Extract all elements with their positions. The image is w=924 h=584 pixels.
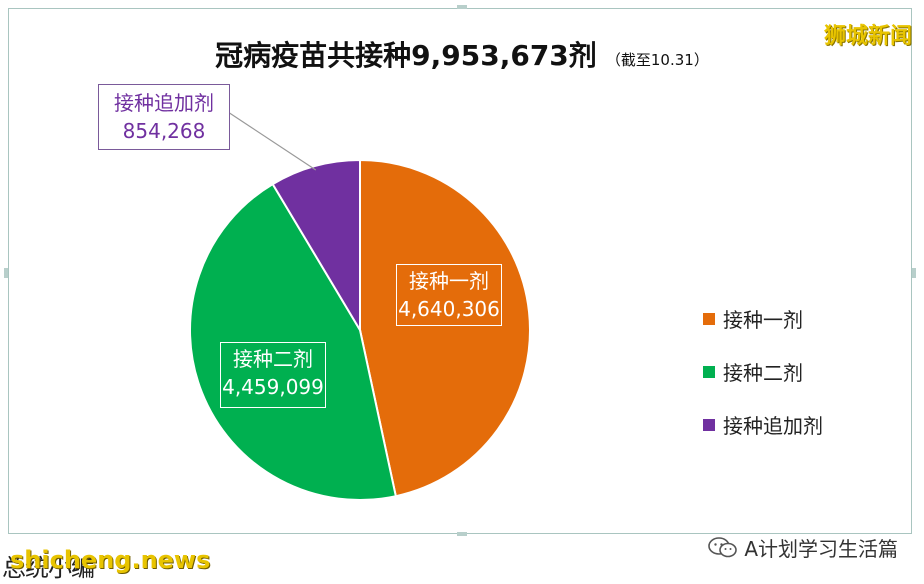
- slice-label-second-dose-name: 接种二剂: [233, 347, 313, 371]
- resize-handle-right[interactable]: [912, 268, 916, 278]
- resize-handle-left[interactable]: [4, 268, 8, 278]
- chart-subtitle: （截至10.31）: [605, 51, 709, 69]
- slice-label-second-dose: 接种二剂 4,459,099: [220, 342, 326, 408]
- slice-label-second-dose-value: 4,459,099: [222, 375, 324, 399]
- legend-item-booster: 接种追加剂: [703, 398, 823, 451]
- resize-handle-top[interactable]: [457, 5, 467, 9]
- footer-site-watermark: shicheng.news: [10, 546, 211, 574]
- legend-swatch-second-dose: [703, 365, 715, 378]
- footer-account[interactable]: A计划学习生活篇: [708, 533, 898, 562]
- brand-logo-text: 狮城新闻: [823, 24, 912, 49]
- callout-leader-line: [227, 111, 317, 171]
- slice-label-first-dose: 接种一剂 4,640,306: [396, 264, 502, 326]
- legend-label-second-dose: 接种二剂: [723, 361, 803, 385]
- slice-label-first-dose-value: 4,640,306: [398, 297, 500, 321]
- footer-editor-text: 总统小编: [2, 554, 95, 582]
- wechat-icon: [708, 536, 738, 559]
- pie-slice-booster: [271, 158, 361, 334]
- callout-booster-label: 接种追加剂: [114, 91, 214, 115]
- legend-item-first-dose: 接种一剂: [703, 292, 823, 345]
- legend-label-first-dose: 接种一剂: [723, 308, 803, 332]
- legend-item-second-dose: 接种二剂: [703, 345, 823, 398]
- footer-account-name: A计划学习生活篇: [744, 537, 898, 561]
- callout-booster-value: 854,268: [122, 119, 206, 143]
- chart-legend: 接种一剂 接种二剂 接种追加剂: [703, 292, 823, 451]
- legend-swatch-booster: [703, 418, 715, 431]
- pie-slice-first-dose: [359, 158, 531, 498]
- callout-booster: 接种追加剂 854,268: [98, 84, 230, 150]
- chart-title: 冠病疫苗共接种9,953,673剂 （截至10.31）: [0, 34, 924, 74]
- legend-label-booster: 接种追加剂: [723, 414, 823, 438]
- resize-handle-bottom[interactable]: [457, 532, 467, 536]
- legend-swatch-first-dose: [703, 312, 715, 325]
- slice-label-first-dose-name: 接种一剂: [409, 269, 489, 293]
- chart-title-main: 冠病疫苗共接种9,953,673剂: [215, 39, 597, 72]
